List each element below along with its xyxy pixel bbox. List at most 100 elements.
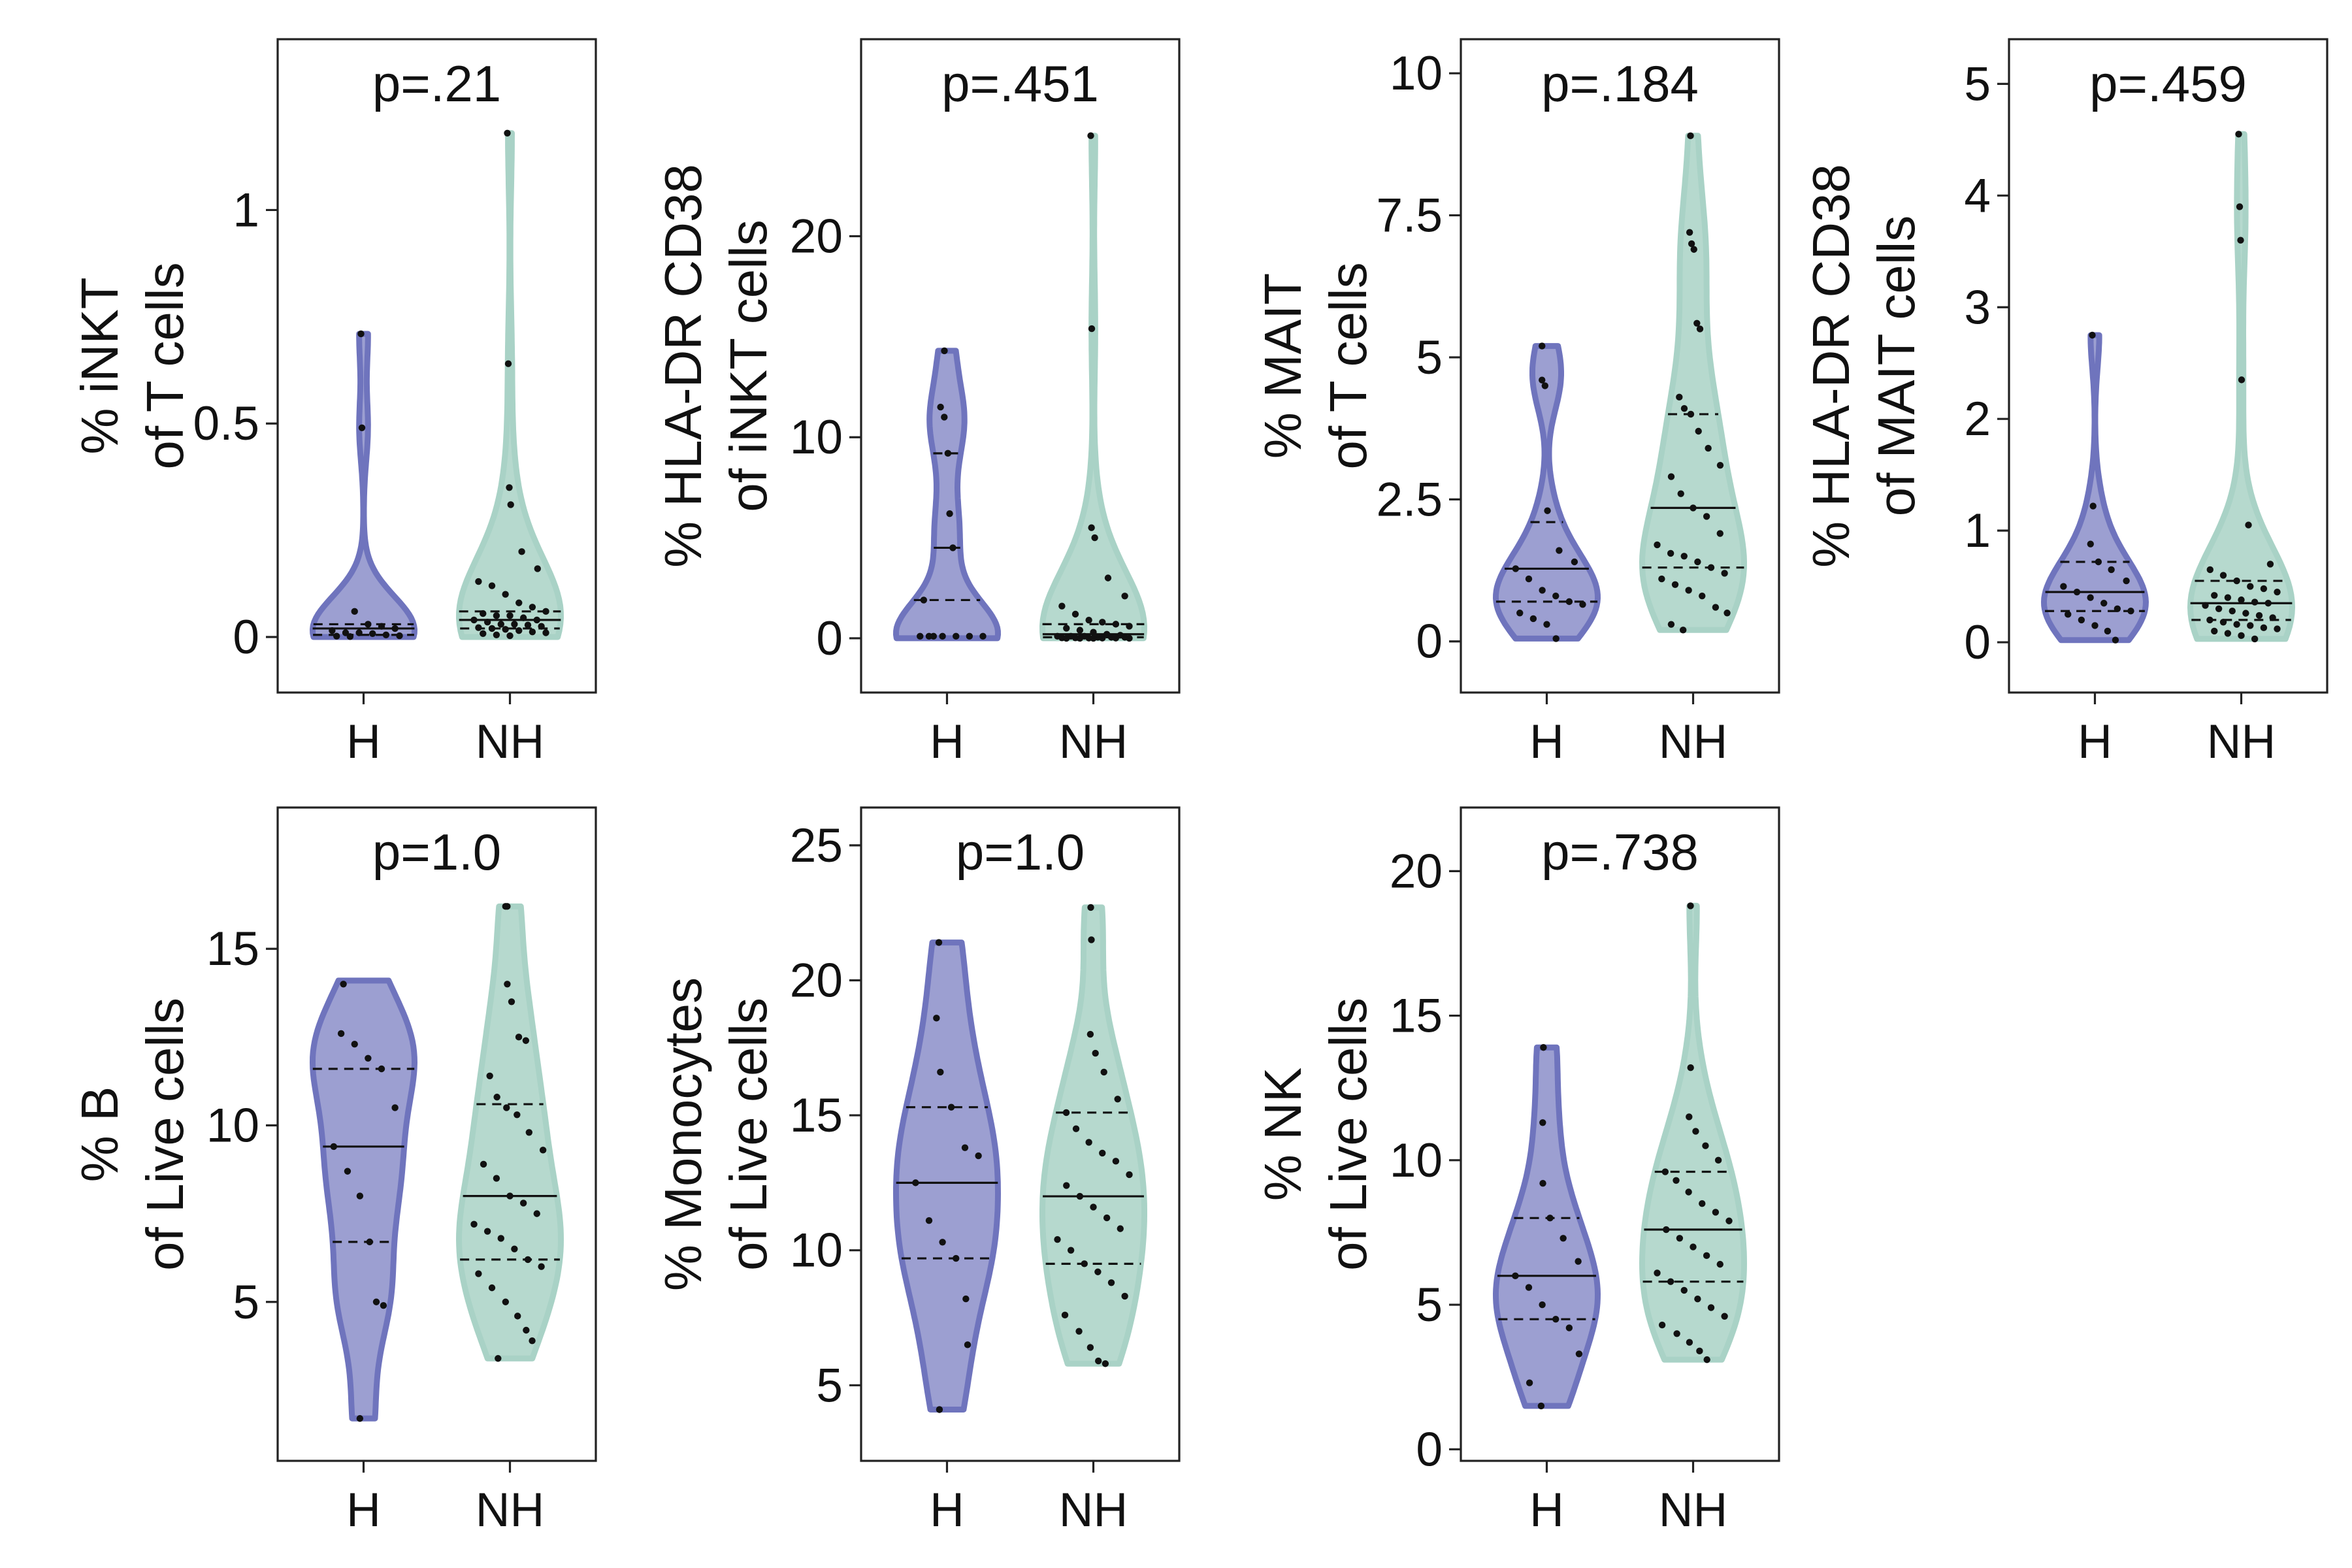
data-point bbox=[1103, 1214, 1111, 1222]
data-point bbox=[1121, 1292, 1128, 1300]
data-point bbox=[1071, 610, 1079, 618]
data-point bbox=[1721, 1313, 1728, 1320]
data-point bbox=[470, 616, 478, 624]
data-point bbox=[2274, 588, 2281, 596]
y-tick-label: 1 bbox=[1964, 504, 1991, 557]
data-point bbox=[1512, 565, 1520, 572]
data-point bbox=[525, 1129, 533, 1136]
data-point bbox=[2073, 588, 2081, 596]
x-tick-label: H bbox=[2078, 715, 2112, 768]
data-point bbox=[1102, 1360, 1109, 1367]
panel-inkt: 0 0.5 1 % iNKT of T cells p=.21 H NH bbox=[71, 38, 597, 768]
data-point bbox=[391, 625, 399, 632]
x-tick-label: H bbox=[346, 715, 381, 768]
data-point bbox=[329, 627, 336, 634]
data-point bbox=[480, 610, 487, 617]
data-point bbox=[2233, 577, 2240, 585]
data-point bbox=[523, 1326, 530, 1334]
y-tick-label: 10 bbox=[206, 1099, 259, 1152]
data-point bbox=[365, 1054, 372, 1062]
data-point bbox=[1712, 604, 1720, 611]
y-axis-label: % Monocytes of Live cells bbox=[654, 977, 777, 1291]
x-tick-label: NH bbox=[1059, 1484, 1128, 1537]
data-point bbox=[964, 1341, 972, 1348]
data-point bbox=[2251, 598, 2259, 606]
y-tick-label: 0 bbox=[816, 612, 843, 665]
data-point bbox=[1571, 558, 1578, 566]
data-point bbox=[506, 632, 514, 640]
data-point bbox=[1556, 547, 1563, 554]
panel-frame bbox=[1460, 38, 1780, 694]
data-point bbox=[966, 632, 973, 640]
data-point bbox=[1699, 592, 1706, 600]
violin-NH bbox=[2187, 131, 2295, 642]
data-point bbox=[515, 599, 523, 606]
panel-nk: 0 5 10 15 20 % NK of Live cells p=.738 H NH bbox=[1254, 806, 1780, 1537]
data-point bbox=[514, 1111, 521, 1119]
data-point bbox=[941, 414, 948, 421]
data-point bbox=[506, 484, 513, 491]
data-point bbox=[506, 1192, 514, 1200]
y-axis-label-line: of Live cells bbox=[136, 998, 194, 1271]
data-point bbox=[1667, 1278, 1674, 1285]
data-point bbox=[483, 618, 491, 626]
data-point bbox=[1061, 1311, 1069, 1319]
data-point bbox=[2202, 602, 2209, 609]
data-point bbox=[351, 608, 358, 615]
x-tick-label: H bbox=[346, 1484, 381, 1537]
data-point bbox=[1673, 1330, 1680, 1337]
data-point bbox=[1067, 1247, 1075, 1254]
data-point bbox=[920, 596, 928, 604]
data-point bbox=[1075, 1328, 1083, 1335]
y-tick-label: 0 bbox=[1964, 616, 1991, 669]
data-point bbox=[2229, 608, 2236, 615]
data-point bbox=[1086, 1030, 1094, 1038]
violin-H bbox=[893, 348, 1001, 642]
data-point bbox=[1658, 575, 1665, 583]
data-point bbox=[2238, 376, 2246, 384]
data-point bbox=[930, 632, 938, 640]
data-point bbox=[1693, 319, 1701, 327]
y-tick-label: 5 bbox=[233, 1276, 259, 1329]
panel-monocytes: 5 10 15 20 25 % Monocytes of Live cells p=1.0 H N… bbox=[654, 806, 1181, 1537]
data-point bbox=[1092, 1049, 1099, 1057]
data-point bbox=[1565, 598, 1573, 606]
data-point bbox=[1552, 592, 1560, 600]
data-point bbox=[2095, 558, 2102, 566]
panel-mait: 0 2.5 5 7.5 10 % MAIT of T cells p=.184 H NH bbox=[1254, 38, 1780, 768]
data-point bbox=[378, 1065, 385, 1073]
data-point bbox=[518, 548, 525, 555]
y-tick-label: 5 bbox=[816, 1359, 843, 1412]
y-axis-label: % HLA-DR CD38 of iNKT cells bbox=[654, 164, 777, 568]
y-axis-label: % iNKT of T cells bbox=[71, 262, 194, 469]
data-point bbox=[511, 1245, 518, 1252]
data-point bbox=[2100, 600, 2108, 607]
data-point bbox=[378, 623, 385, 630]
data-point bbox=[475, 578, 482, 585]
data-point bbox=[380, 1301, 387, 1309]
data-point bbox=[936, 1406, 943, 1413]
data-point bbox=[2255, 612, 2263, 619]
data-point bbox=[396, 632, 403, 640]
data-point bbox=[1126, 634, 1133, 642]
data-point bbox=[1671, 581, 1679, 588]
data-point bbox=[1076, 1192, 1084, 1200]
data-point bbox=[504, 360, 512, 367]
data-point bbox=[2123, 577, 2130, 585]
data-point bbox=[1685, 1188, 1692, 1196]
data-point bbox=[2264, 600, 2272, 607]
data-point bbox=[333, 632, 340, 640]
data-point bbox=[542, 608, 549, 615]
data-point bbox=[1544, 507, 1551, 514]
panel-frame bbox=[860, 38, 1181, 694]
data-point bbox=[1676, 1235, 1684, 1242]
data-point bbox=[1094, 1268, 1102, 1275]
data-point bbox=[947, 1103, 955, 1111]
p-value-label: p=.21 bbox=[372, 55, 501, 112]
data-point bbox=[355, 629, 363, 636]
data-point bbox=[475, 624, 482, 631]
y-tick-label: 10 bbox=[1390, 1134, 1443, 1187]
y-tick-label: 3 bbox=[1964, 281, 1991, 334]
data-point bbox=[502, 591, 509, 598]
y-tick-label: 2 bbox=[1964, 393, 1991, 446]
